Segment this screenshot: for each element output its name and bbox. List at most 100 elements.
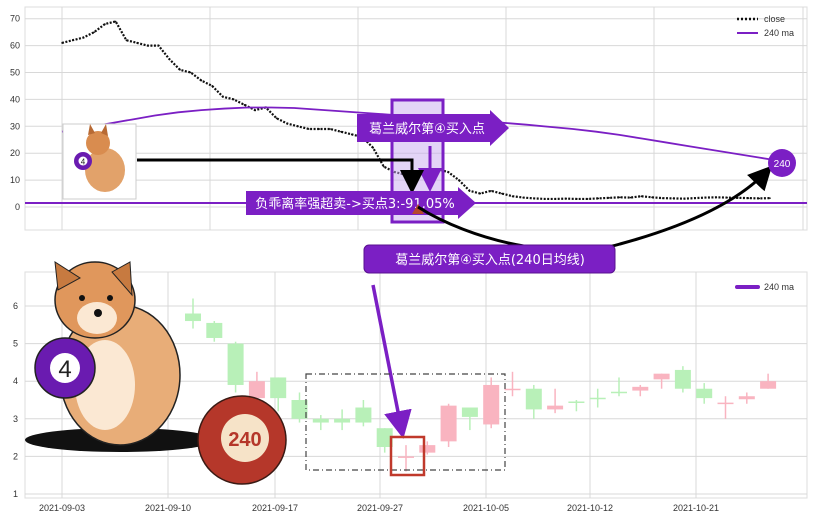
- close-point: [737, 197, 739, 199]
- close-point: [651, 196, 653, 199]
- close-point: [125, 39, 128, 42]
- ma-buy-label-box: [363, 244, 616, 274]
- close-point: [543, 198, 546, 200]
- x-tick-label: 2021-09-17: [252, 503, 298, 513]
- legend-ma-label: 240 ma: [764, 28, 794, 38]
- candle-body: [270, 377, 287, 399]
- close-point: [114, 20, 117, 23]
- y-tick-label: 70: [10, 14, 20, 24]
- candle: [525, 384, 542, 419]
- candle-body: [632, 386, 649, 391]
- y-tick-label: 0: [15, 202, 20, 212]
- candle: [227, 341, 244, 393]
- consolidation-box: [305, 373, 506, 471]
- close-point: [243, 103, 246, 106]
- close-point: [232, 98, 235, 101]
- close-point: [533, 197, 535, 200]
- candle-body: [589, 397, 606, 400]
- close-point: [383, 165, 385, 168]
- arrow-label-box: [357, 110, 509, 146]
- candle-body: [440, 405, 457, 442]
- close-point: [71, 39, 74, 42]
- candle-body: [504, 388, 521, 391]
- close-point: [104, 23, 106, 25]
- close-point: [769, 197, 771, 199]
- candle: [483, 377, 500, 429]
- close-point: [511, 195, 514, 198]
- candle: [461, 407, 478, 431]
- candle-body: [355, 407, 372, 423]
- candle: [440, 403, 457, 447]
- close-point: [275, 117, 278, 120]
- close-point: [629, 196, 632, 199]
- dog-eye: [79, 295, 85, 301]
- y-tick-label: 50: [10, 68, 20, 78]
- candle: [611, 377, 627, 397]
- x-tick-label: 2021-09-03: [39, 503, 85, 513]
- oversold-label: 负乖离率强超卖->买点3:-91.05%: [255, 196, 455, 212]
- y-tick-label: 60: [10, 41, 20, 51]
- black-connector-arrow: [137, 158, 424, 194]
- purple-pointer-arrow: [371, 284, 412, 439]
- candle: [717, 396, 734, 419]
- close-point: [350, 133, 353, 136]
- candle-body: [674, 369, 691, 389]
- candle: [355, 400, 372, 427]
- y-tick-label: 5: [13, 339, 18, 349]
- close-point: [619, 196, 621, 199]
- ball-number: 240: [228, 429, 261, 451]
- close-point: [522, 196, 525, 199]
- ball-spot: [78, 156, 88, 166]
- close-point: [597, 197, 600, 200]
- close-point: [340, 130, 342, 133]
- candle-body: [653, 373, 670, 380]
- close-point: [726, 196, 728, 199]
- y-tick-label: 2: [13, 451, 18, 461]
- y-tick-label: 40: [10, 94, 20, 104]
- y-tick-label: 30: [10, 121, 20, 131]
- legend-ma-label: 240 ma: [764, 282, 794, 292]
- candle: [270, 377, 287, 412]
- close-point: [329, 128, 331, 130]
- close-point: [586, 198, 589, 200]
- x-tick-label: 2021-10-05: [463, 503, 509, 513]
- dog-illustration-large: 4 240: [25, 261, 287, 485]
- candle: [248, 371, 265, 400]
- ball-number: 4: [58, 356, 71, 383]
- close-point: [189, 71, 192, 74]
- close-point: [704, 196, 707, 199]
- close-point: [661, 197, 664, 199]
- close-point: [554, 198, 557, 200]
- x-tick-label: 2021-09-27: [357, 503, 403, 513]
- close-point: [565, 197, 567, 200]
- close-point: [372, 147, 374, 149]
- close-point: [61, 42, 63, 44]
- close-point: [147, 44, 149, 47]
- buy-marker-triangle: [412, 204, 424, 214]
- ball-spot: [221, 414, 269, 462]
- candle: [185, 298, 201, 329]
- candle-body: [206, 322, 223, 338]
- close-point: [640, 195, 643, 198]
- candle: [312, 415, 329, 431]
- candle: [568, 400, 585, 412]
- candle: [334, 409, 351, 431]
- candle-body: [461, 407, 478, 417]
- dog-illustration-small: 4: [62, 123, 137, 200]
- candle: [653, 373, 670, 389]
- dog-nose: [94, 309, 102, 317]
- close-point: [608, 197, 610, 199]
- legend-close-label: close: [764, 14, 785, 24]
- ma-buy-label: 葛兰威尔第④买入点(240日均线): [395, 253, 585, 268]
- candle: [589, 388, 606, 408]
- x-tick-label: 2021-10-12: [567, 503, 613, 513]
- candle: [738, 392, 755, 404]
- close-point: [157, 44, 160, 47]
- dog-body: [85, 148, 125, 192]
- candle-body: [185, 313, 201, 322]
- granville-buy-label: 葛兰威尔第④买入点: [369, 122, 485, 137]
- close-point: [490, 190, 492, 192]
- candle-body: [248, 381, 265, 399]
